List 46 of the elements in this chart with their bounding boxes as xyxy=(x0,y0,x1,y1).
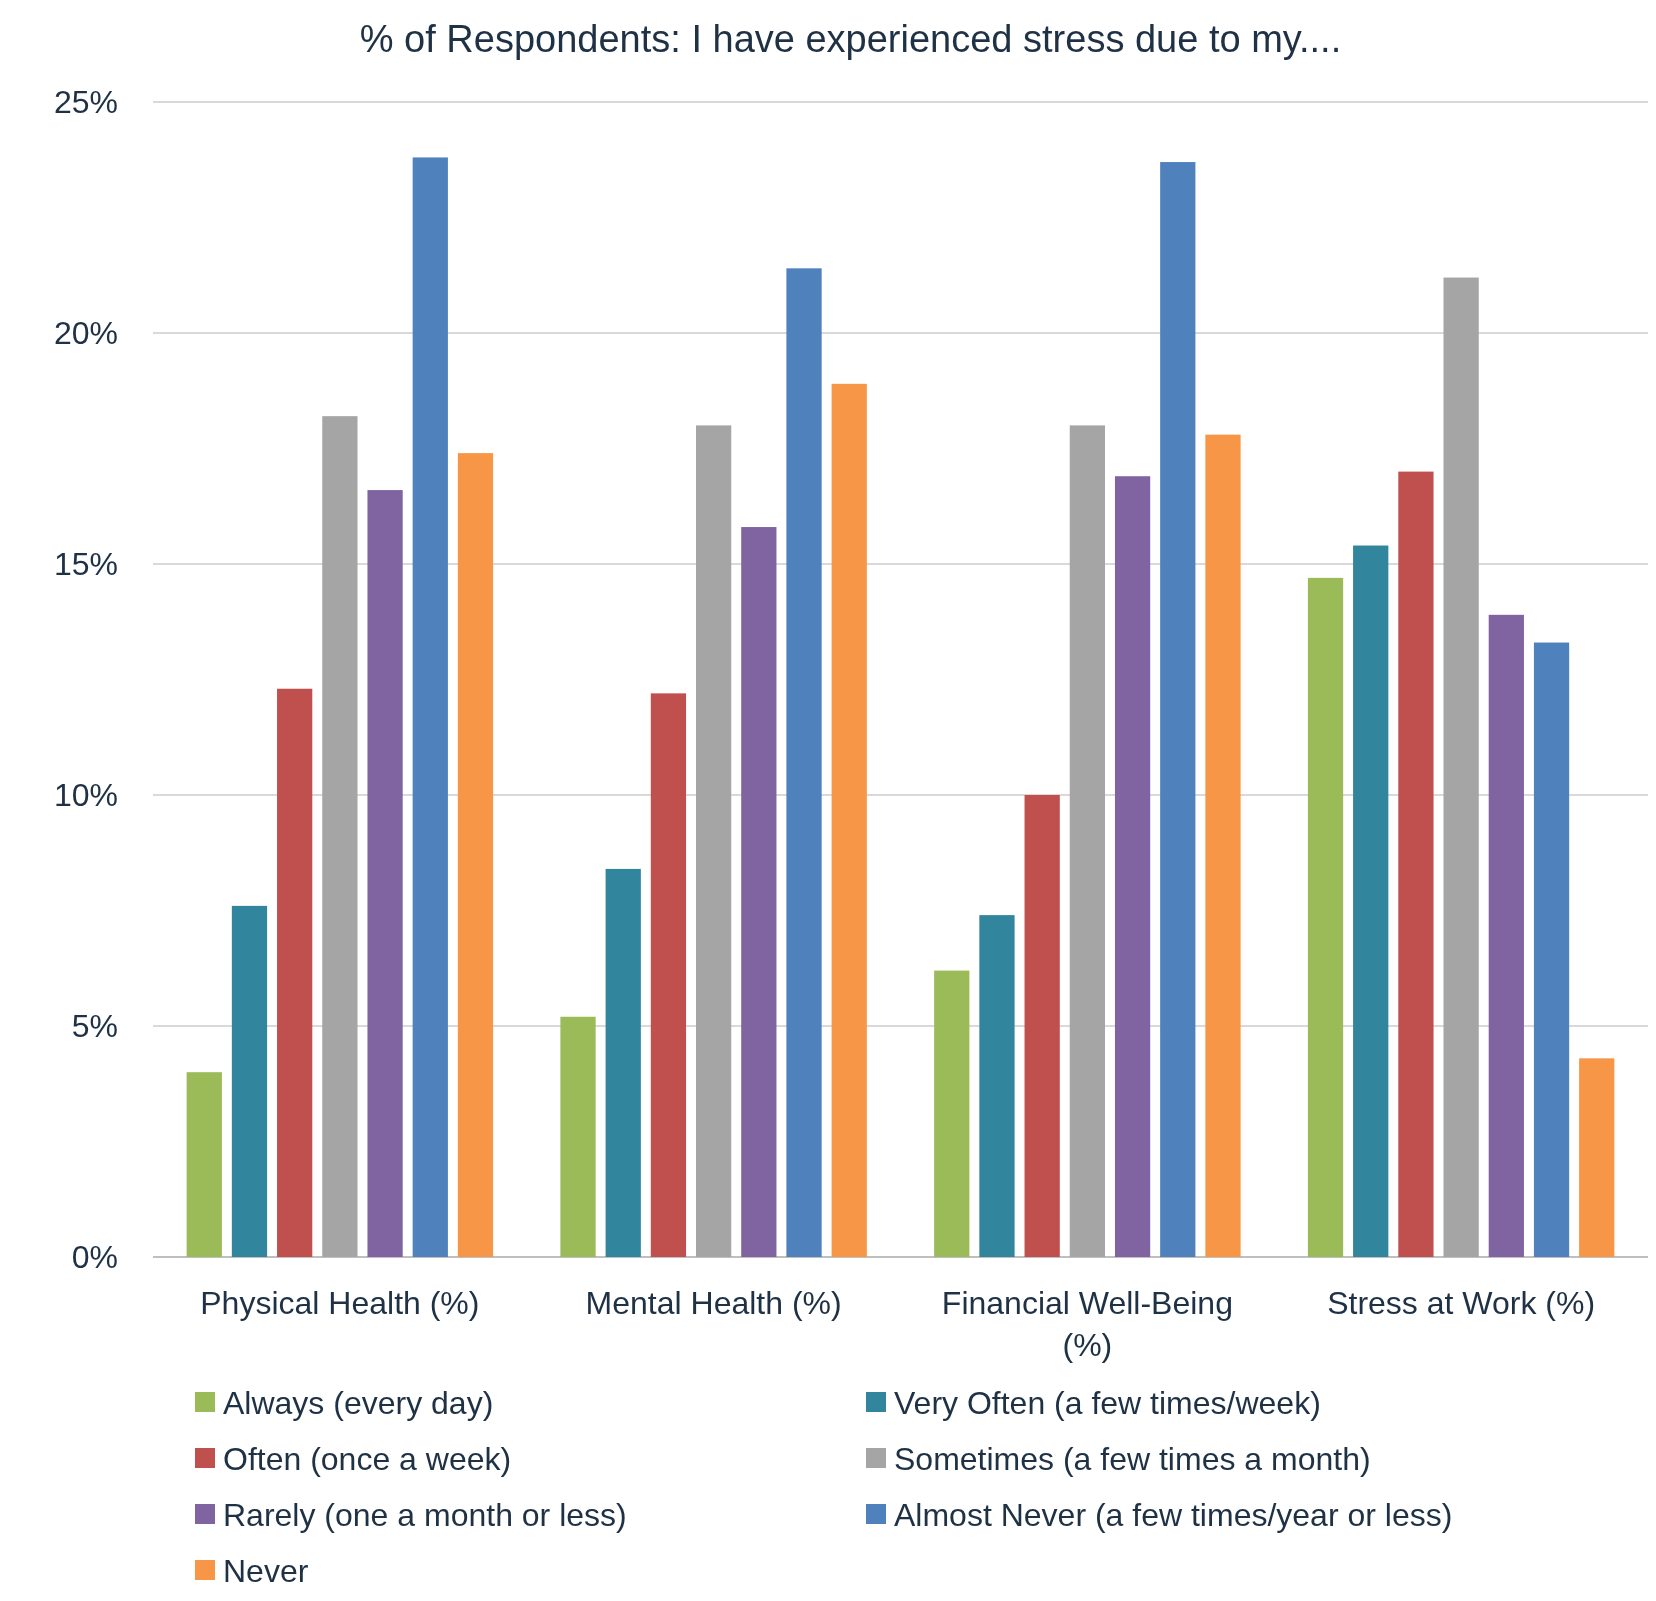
bar xyxy=(412,157,448,1257)
legend-label: Never xyxy=(223,1553,309,1590)
bar xyxy=(1398,471,1434,1257)
x-tick-label: Physical Health (%) xyxy=(200,1285,480,1321)
bar xyxy=(786,268,822,1257)
bar xyxy=(367,490,403,1257)
bar xyxy=(322,416,358,1257)
bar xyxy=(1488,614,1524,1257)
legend-label: Often (once a week) xyxy=(223,1441,512,1478)
y-tick-label: 20% xyxy=(53,315,118,352)
bar xyxy=(560,1016,596,1257)
bar xyxy=(1160,162,1196,1257)
x-tick-label: Financial Well-Being (%) xyxy=(941,1285,1233,1363)
y-tick-label: 15% xyxy=(53,546,118,583)
bar xyxy=(1069,425,1106,1257)
bar xyxy=(231,905,268,1257)
bar xyxy=(1114,476,1151,1257)
y-tick-label: 10% xyxy=(53,777,118,814)
bar xyxy=(979,915,1015,1257)
bar xyxy=(831,383,867,1257)
y-tick-label: 0% xyxy=(71,1239,118,1276)
bar xyxy=(650,693,687,1257)
bar xyxy=(1533,642,1570,1257)
bar xyxy=(1205,434,1241,1257)
bar xyxy=(934,970,970,1257)
bar xyxy=(1024,795,1060,1257)
y-tick-label: 5% xyxy=(71,1008,118,1045)
bar xyxy=(1579,1058,1615,1257)
bar xyxy=(696,425,732,1257)
bar xyxy=(1353,545,1389,1257)
bar xyxy=(1443,277,1479,1257)
x-tick-label: Stress at Work (%) xyxy=(1327,1285,1596,1321)
bar xyxy=(277,688,313,1257)
legend-label: Almost Never (a few times/year or less) xyxy=(894,1497,1453,1534)
x-tick-label: Mental Health (%) xyxy=(585,1285,842,1321)
legend-label: Very Often (a few times/week) xyxy=(894,1385,1321,1422)
chart-title: % of Respondents: I have experienced stress due to my.... xyxy=(359,18,1342,60)
bar xyxy=(605,868,641,1257)
bar xyxy=(186,1072,222,1257)
bar xyxy=(741,527,777,1257)
y-tick-label: 25% xyxy=(53,84,118,121)
bar xyxy=(457,453,494,1257)
legend-label: Rarely (one a month or less) xyxy=(223,1497,627,1534)
bar xyxy=(1307,577,1344,1257)
legend-label: Sometimes (a few times a month) xyxy=(894,1441,1371,1478)
legend-label: Always (every day) xyxy=(223,1385,494,1422)
